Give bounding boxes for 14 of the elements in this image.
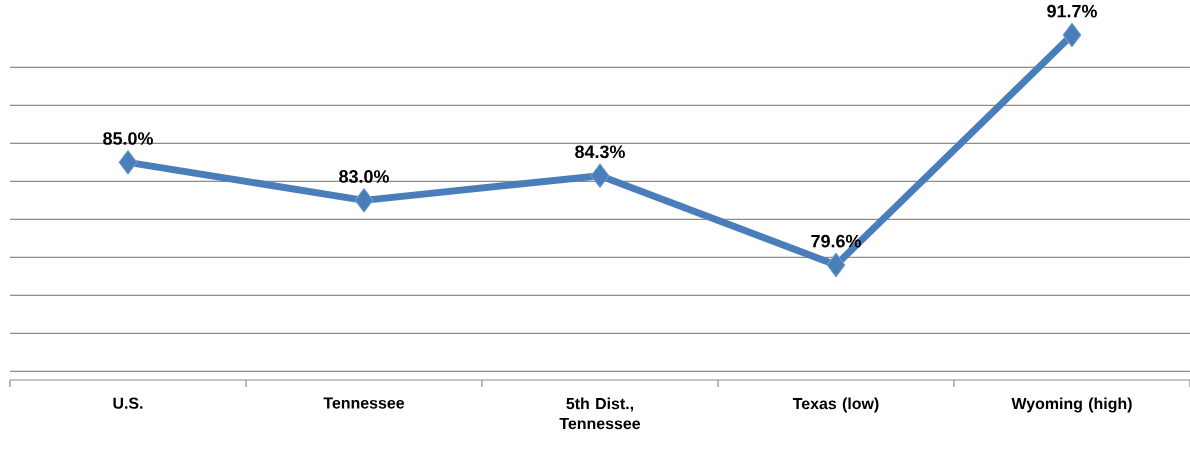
x-tick-label: Tennessee (323, 397, 405, 409)
data-label: 83.0% (339, 170, 389, 183)
data-label: 91.7% (1047, 4, 1097, 18)
data-label: 84.3% (575, 145, 625, 159)
point (1062, 22, 1082, 48)
data-label: 85.0% (103, 132, 153, 145)
x-tick-label: Wyoming (high) (1011, 397, 1132, 413)
point (826, 252, 846, 278)
point (590, 163, 610, 189)
point (354, 187, 374, 213)
x-tick-label: 5th Dist., Tennessee (559, 397, 641, 430)
point (118, 149, 138, 175)
x-tick-label: U.S. (113, 397, 143, 409)
x-tick-label: Texas (low) (792, 397, 879, 413)
